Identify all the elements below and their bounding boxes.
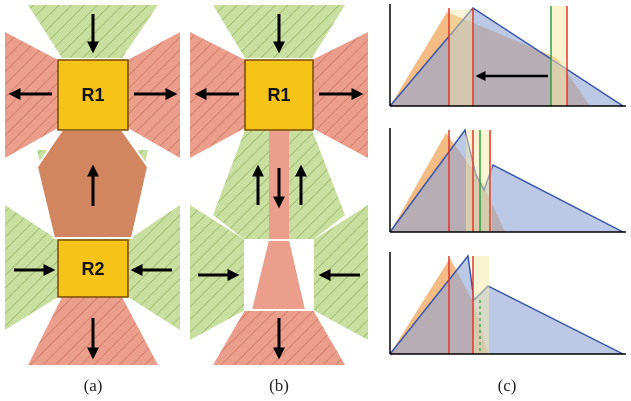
- attract-zone-left-bottom-b: [190, 205, 245, 340]
- plot-1-yellow-band-right: [551, 6, 567, 106]
- plot-2-yellow-band: [466, 130, 492, 232]
- panel-a: R1 R2: [5, 5, 180, 365]
- panel-b: R1: [190, 5, 368, 365]
- region-r2-label-a: R2: [81, 259, 104, 279]
- region-r1-label-b: R1: [267, 85, 290, 105]
- region-r1-label-a: R1: [81, 85, 104, 105]
- plot-3-yellow-band: [473, 256, 489, 354]
- panel-c: [389, 4, 626, 355]
- repel-trapezoid-b: [252, 240, 305, 310]
- region-r2-a: [57, 239, 129, 298]
- caption-b: (b): [269, 376, 289, 395]
- plot-1: [389, 4, 626, 107]
- plot-3: [389, 252, 626, 355]
- plot-2: [389, 128, 626, 233]
- region-r1-b: [244, 59, 314, 131]
- caption-a: (a): [84, 376, 103, 395]
- attract-zone-right-bottom: [128, 205, 180, 330]
- caption-c: (c): [498, 376, 517, 395]
- attract-zone-right-bottom-b: [313, 205, 368, 340]
- region-outline-b: [244, 239, 314, 311]
- region-r1-a: [57, 59, 129, 131]
- attract-zone-left-bottom: [5, 205, 58, 330]
- plot-1-yellow-band-left: [449, 10, 473, 106]
